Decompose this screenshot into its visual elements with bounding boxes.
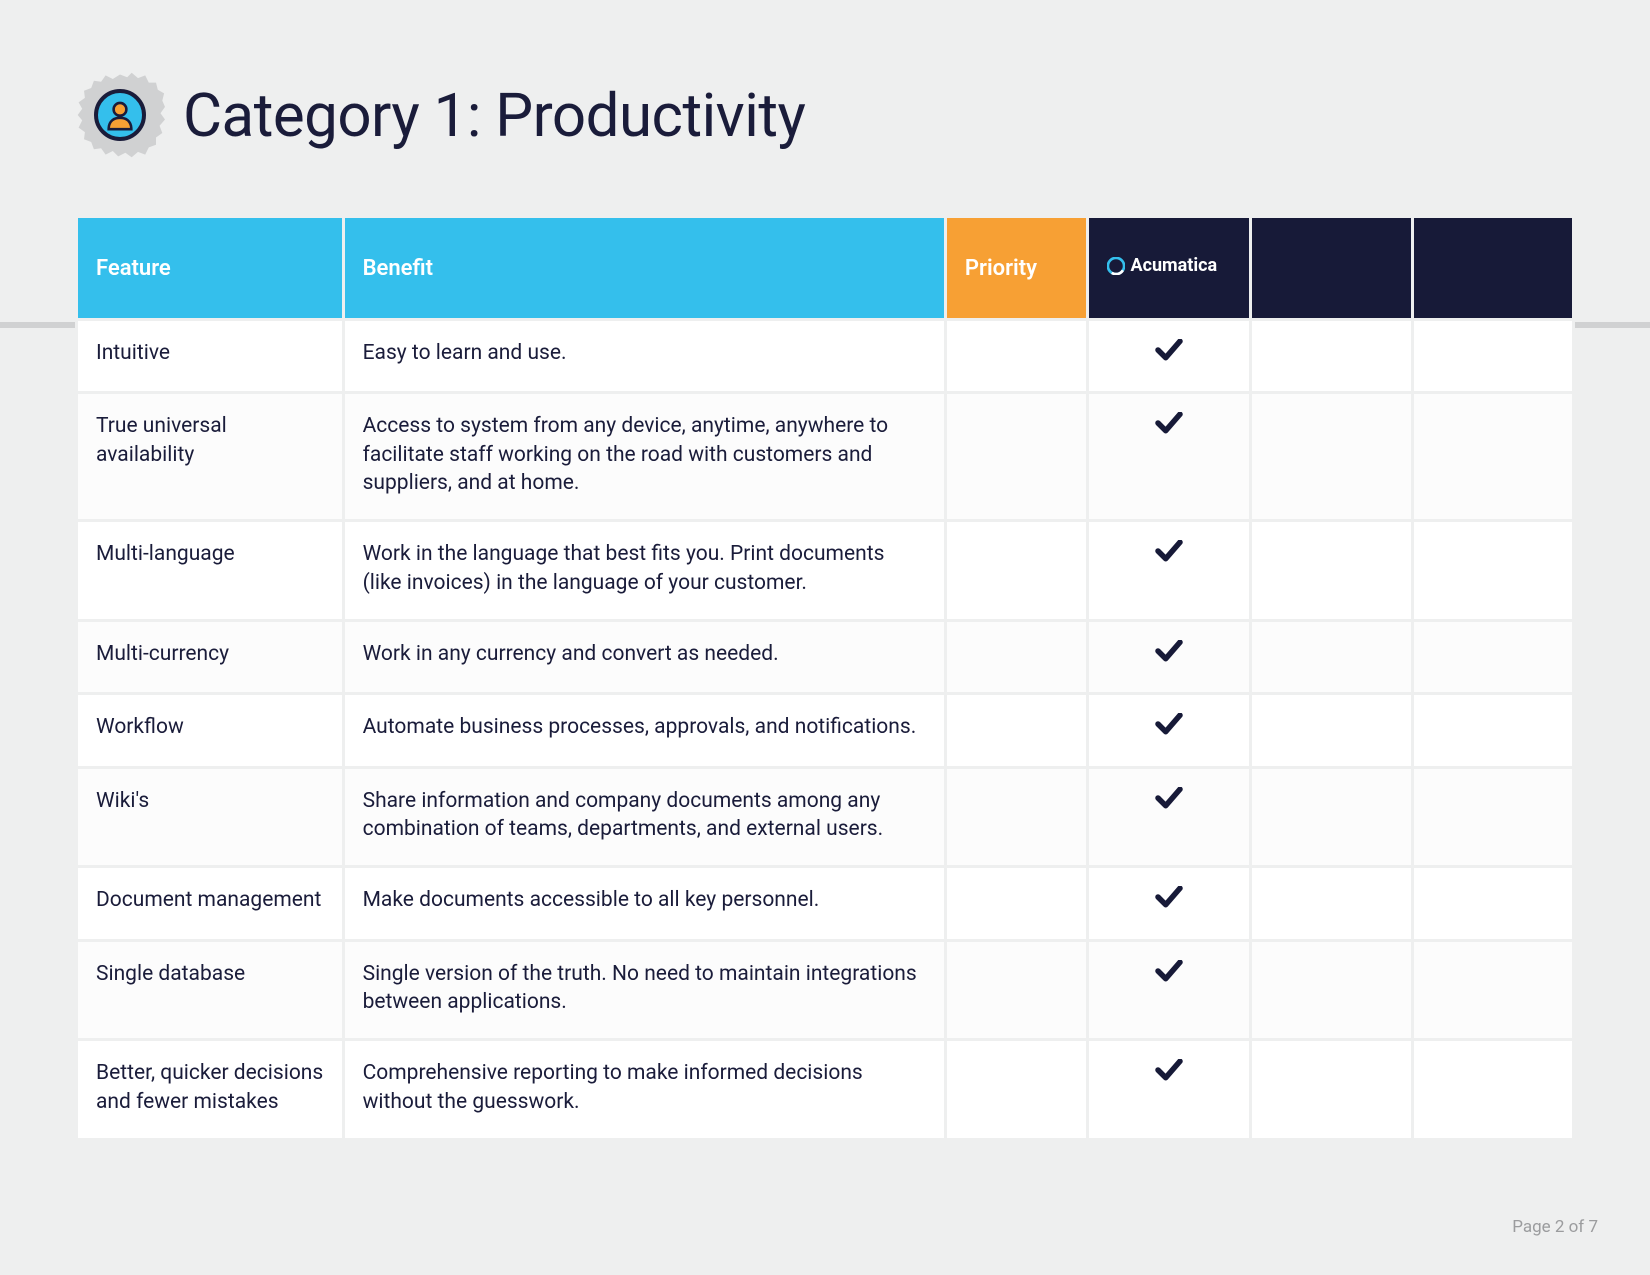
cell-blank: [1414, 321, 1572, 391]
cell-blank: [1252, 522, 1410, 619]
column-header-vendor: Acumatica: [1089, 218, 1249, 318]
cell-priority: [947, 394, 1087, 519]
cell-vendor-check: [1089, 695, 1249, 765]
cell-vendor-check: [1089, 1041, 1249, 1138]
page-footer: Page 2 of 7: [1512, 1217, 1598, 1237]
cell-blank: [1414, 394, 1572, 519]
cell-blank: [1414, 942, 1572, 1039]
cell-benefit: Easy to learn and use.: [345, 321, 944, 391]
cell-blank: [1252, 321, 1410, 391]
column-header-blank-1: [1252, 218, 1410, 318]
acumatica-logo: Acumatica: [1107, 255, 1217, 276]
cell-feature: Better, quicker decisions and fewer mist…: [78, 1041, 342, 1138]
page-header: Category 1: Productivity: [75, 70, 1575, 160]
cell-blank: [1414, 695, 1572, 765]
cell-vendor-check: [1089, 868, 1249, 938]
table-row: Wiki'sShare information and company docu…: [78, 769, 1572, 866]
cell-vendor-check: [1089, 942, 1249, 1039]
table-row: Multi-currencyWork in any currency and c…: [78, 622, 1572, 692]
check-icon: [1155, 1063, 1183, 1087]
table-row: Better, quicker decisions and fewer mist…: [78, 1041, 1572, 1138]
cell-blank: [1414, 868, 1572, 938]
page-container: Category 1: Productivity Feature Benefit…: [0, 0, 1650, 1181]
cell-blank: [1414, 769, 1572, 866]
cell-feature: Multi-language: [78, 522, 342, 619]
acumatica-logo-icon: [1107, 257, 1125, 275]
cell-vendor-check: [1089, 769, 1249, 866]
acumatica-logo-text: Acumatica: [1130, 255, 1217, 276]
cell-benefit: Make documents accessible to all key per…: [345, 868, 944, 938]
cell-benefit: Single version of the truth. No need to …: [345, 942, 944, 1039]
check-icon: [1155, 717, 1183, 741]
cell-feature: Multi-currency: [78, 622, 342, 692]
page-title: Category 1: Productivity: [183, 80, 805, 151]
column-header-benefit: Benefit: [345, 218, 944, 318]
table-header-row: Feature Benefit Priority Acumatica: [78, 218, 1572, 318]
cell-blank: [1252, 622, 1410, 692]
person-icon: [94, 89, 146, 141]
cell-blank: [1252, 868, 1410, 938]
cell-vendor-check: [1089, 522, 1249, 619]
cell-benefit: Work in any currency and convert as need…: [345, 622, 944, 692]
column-header-feature: Feature: [78, 218, 342, 318]
cell-blank: [1252, 942, 1410, 1039]
table-row: IntuitiveEasy to learn and use.: [78, 321, 1572, 391]
cell-blank: [1252, 695, 1410, 765]
cell-priority: [947, 868, 1087, 938]
cell-priority: [947, 321, 1087, 391]
cell-feature: True universal availability: [78, 394, 342, 519]
cell-vendor-check: [1089, 321, 1249, 391]
cell-priority: [947, 622, 1087, 692]
cell-blank: [1414, 622, 1572, 692]
cell-priority: [947, 769, 1087, 866]
table-row: Multi-languageWork in the language that …: [78, 522, 1572, 619]
cell-blank: [1414, 522, 1572, 619]
cell-blank: [1252, 394, 1410, 519]
cell-blank: [1252, 769, 1410, 866]
cell-feature: Wiki's: [78, 769, 342, 866]
cell-priority: [947, 1041, 1087, 1138]
check-icon: [1155, 644, 1183, 668]
cell-benefit: Comprehensive reporting to make informed…: [345, 1041, 944, 1138]
column-header-blank-2: [1414, 218, 1572, 318]
check-icon: [1155, 964, 1183, 988]
column-header-priority: Priority: [947, 218, 1087, 318]
cell-priority: [947, 695, 1087, 765]
feature-table: Feature Benefit Priority Acumatica In: [75, 215, 1575, 1141]
table-row: True universal availabilityAccess to sys…: [78, 394, 1572, 519]
cell-blank: [1252, 1041, 1410, 1138]
cell-feature: Intuitive: [78, 321, 342, 391]
category-icon: [75, 70, 165, 160]
cell-vendor-check: [1089, 622, 1249, 692]
table-row: WorkflowAutomate business processes, app…: [78, 695, 1572, 765]
check-icon: [1155, 343, 1183, 367]
cell-feature: Workflow: [78, 695, 342, 765]
cell-benefit: Automate business processes, approvals, …: [345, 695, 944, 765]
cell-feature: Document management: [78, 868, 342, 938]
cell-priority: [947, 522, 1087, 619]
check-icon: [1155, 890, 1183, 914]
cell-blank: [1414, 1041, 1572, 1138]
cell-benefit: Share information and company documents …: [345, 769, 944, 866]
cell-feature: Single database: [78, 942, 342, 1039]
table-row: Document managementMake documents access…: [78, 868, 1572, 938]
cell-benefit: Access to system from any device, anytim…: [345, 394, 944, 519]
cell-benefit: Work in the language that best fits you.…: [345, 522, 944, 619]
cell-vendor-check: [1089, 394, 1249, 519]
check-icon: [1155, 416, 1183, 440]
cell-priority: [947, 942, 1087, 1039]
table-row: Single databaseSingle version of the tru…: [78, 942, 1572, 1039]
check-icon: [1155, 791, 1183, 815]
check-icon: [1155, 544, 1183, 568]
